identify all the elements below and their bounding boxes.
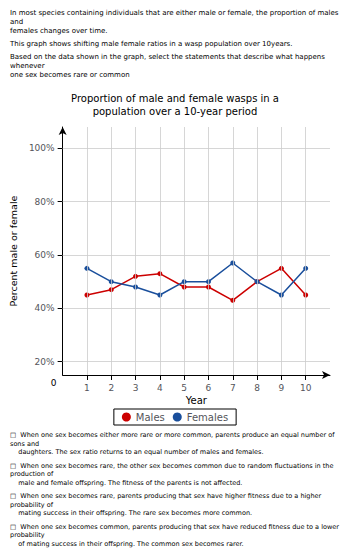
svg-text:Males: Males (136, 412, 165, 423)
svg-text:7: 7 (230, 383, 236, 393)
svg-text:Year: Year (185, 395, 208, 406)
svg-text:3: 3 (133, 383, 139, 393)
svg-text:one sex becomes rare or common: one sex becomes rare or common (10, 71, 130, 79)
svg-text:daughters. The sex ratio retur: daughters. The sex ratio returns to an e… (10, 448, 264, 456)
svg-text:□ When one sex becomes rare,: □ When one sex becomes rare, the other s… (10, 462, 333, 470)
svg-text:sons and: sons and (10, 440, 39, 448)
svg-text:females changes over time.: females changes over time. (10, 27, 108, 35)
svg-text:whenever: whenever (10, 62, 45, 70)
svg-text:Percent male or female: Percent male or female (8, 195, 19, 306)
svg-text:60%: 60% (35, 250, 55, 260)
svg-text:1: 1 (84, 383, 90, 393)
svg-text:population over a 10-year peri: population over a 10-year period (93, 106, 258, 117)
svg-text:8: 8 (254, 383, 260, 393)
svg-text:production of: production of (10, 470, 54, 478)
svg-text:Females: Females (187, 412, 228, 423)
svg-text:6: 6 (206, 383, 212, 393)
svg-text:9: 9 (279, 383, 285, 393)
svg-text:of mating success in their off: of mating success in their offspring. Th… (10, 540, 244, 548)
svg-text:□ When one sex becomes common: □ When one sex becomes common, parents p… (10, 523, 339, 531)
svg-text:This graph shows shifting male: This graph shows shifting male female ra… (9, 40, 292, 48)
svg-text:and: and (10, 18, 23, 26)
svg-text:mating success in their offspr: mating success in their offspring. The r… (10, 509, 252, 517)
svg-text:□ When one sex becomes rare,: □ When one sex becomes rare, parents pro… (10, 492, 322, 500)
svg-text:2: 2 (108, 383, 114, 393)
svg-text:probability of: probability of (10, 501, 54, 509)
svg-text:80%: 80% (35, 197, 55, 207)
svg-text:100%: 100% (29, 143, 55, 153)
svg-text:male and female offspring. The: male and female offspring. The fitness o… (10, 479, 242, 487)
svg-text:In most species containing ind: In most species containing individuals t… (10, 9, 339, 17)
svg-text:40%: 40% (35, 303, 55, 313)
svg-text:Based on the data shown in the: Based on the data shown in the graph, se… (10, 53, 325, 61)
svg-text:5: 5 (181, 383, 187, 393)
svg-text:0: 0 (51, 378, 57, 388)
svg-text:4: 4 (157, 383, 163, 393)
svg-text:□ When one sex becomes either: □ When one sex becomes either more rare … (10, 431, 335, 439)
svg-text:Proportion of male and female: Proportion of male and female wasps in a (71, 93, 279, 104)
svg-text:20%: 20% (35, 357, 55, 367)
svg-text:probability: probability (10, 531, 45, 539)
svg-text:10: 10 (300, 383, 312, 393)
